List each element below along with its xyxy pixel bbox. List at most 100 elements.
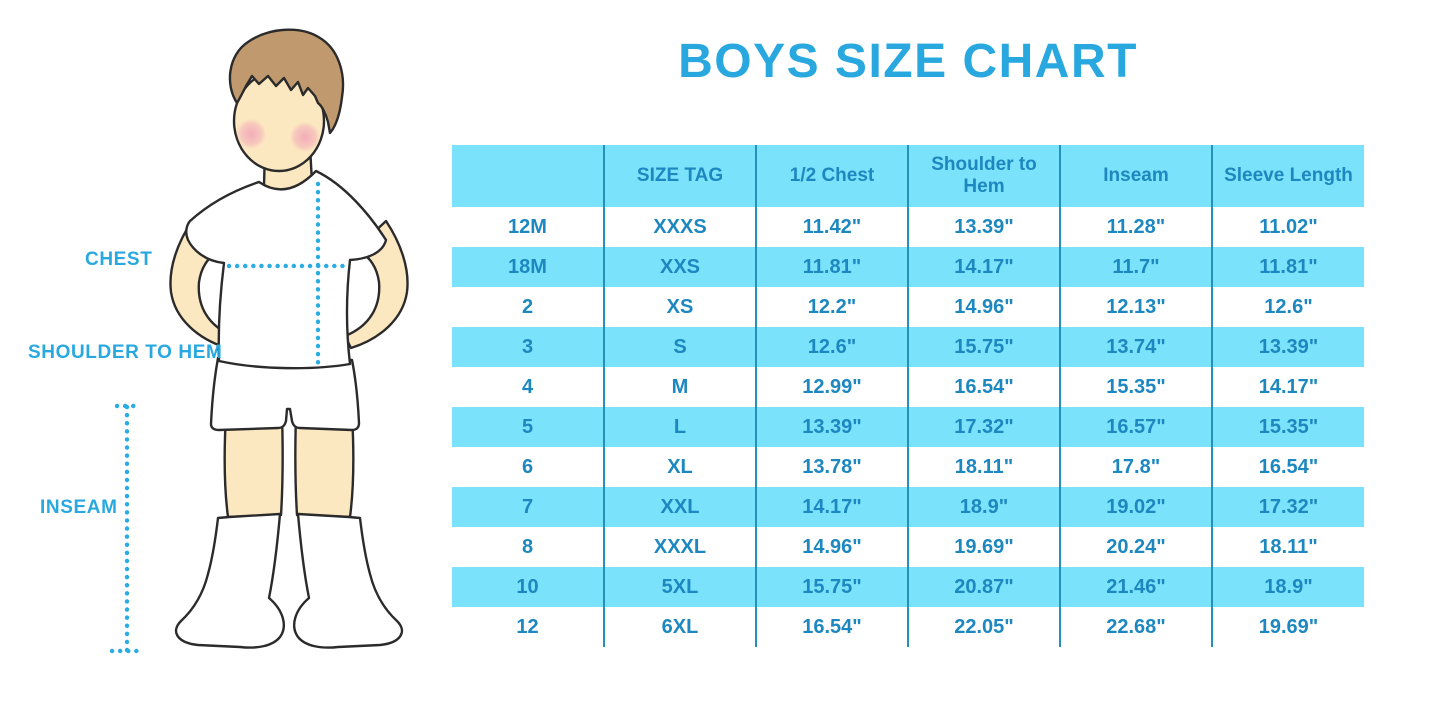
table-cell: XXXL (603, 527, 756, 567)
table-cell: S (603, 327, 756, 367)
table-cell: XXL (603, 487, 756, 527)
table-cell: 10 (452, 567, 604, 607)
table-row: 5 L 13.39" 17.32" 16.57" 15.35" (452, 407, 1364, 447)
table-row: 6 XL 13.78" 18.11" 17.8" 16.54" (452, 447, 1364, 487)
table-cell: 12M (452, 207, 604, 247)
table-cell: 18.11" (907, 447, 1060, 487)
table-cell: 13.39" (907, 207, 1060, 247)
shorts (209, 356, 361, 432)
inseam-label: INSEAM (40, 497, 118, 518)
table-cell: 16.54" (755, 607, 908, 647)
table-cell: M (603, 367, 756, 407)
table-cell: 12.6" (755, 327, 908, 367)
table-cell: 18.9" (907, 487, 1060, 527)
table-cell: XXXS (603, 207, 756, 247)
blush-right (290, 122, 320, 152)
table-cell: 14.17" (755, 487, 908, 527)
sock-right (292, 512, 404, 649)
table-cell: 19.69" (1211, 607, 1364, 647)
table-cell: 22.68" (1059, 607, 1212, 647)
table-cell: 15.75" (907, 327, 1060, 367)
column-header: Shoulder to Hem (907, 145, 1060, 207)
table-cell: 22.05" (907, 607, 1060, 647)
table-cell: 14.96" (755, 527, 908, 567)
table-cell: 14.17" (1211, 367, 1364, 407)
table-cell: 16.54" (907, 367, 1060, 407)
column-header: Inseam (1059, 145, 1212, 207)
table-cell: 12.6" (1211, 287, 1364, 327)
table-cell: 5 (452, 407, 604, 447)
table-row: 8 XXXL 14.96" 19.69" 20.24" 18.11" (452, 527, 1364, 567)
table-cell: 12 (452, 607, 604, 647)
table-cell: 12.13" (1059, 287, 1212, 327)
table-cell: 16.57" (1059, 407, 1212, 447)
figure-area: CHEST SHOULDER TO HEM INSEAM (0, 0, 450, 723)
page-title: BOYS SIZE CHART (678, 35, 1138, 88)
table-cell: 11.7" (1059, 247, 1212, 287)
table-cell: 14.96" (907, 287, 1060, 327)
column-header: SIZE TAG (603, 145, 756, 207)
table-row: 12M XXXS 11.42" 13.39" 11.28" 11.02" (452, 207, 1364, 247)
table-row: 10 5XL 15.75" 20.87" 21.46" 18.9" (452, 567, 1364, 607)
chest-label: CHEST (85, 249, 153, 270)
table-row: 2 XS 12.2" 14.96" 12.13" 12.6" (452, 287, 1364, 327)
size-table: SIZE TAG 1/2 Chest Shoulder to Hem Inseam Sl… (452, 145, 1364, 647)
table-cell: 11.81" (1211, 247, 1364, 287)
table-cell: 20.24" (1059, 527, 1212, 567)
table-cell: 11.28" (1059, 207, 1212, 247)
table-cell: 19.69" (907, 527, 1060, 567)
table-cell: 18M (452, 247, 604, 287)
table-cell: 15.35" (1211, 407, 1364, 447)
table-cell: 13.78" (755, 447, 908, 487)
table-cell: 18.11" (1211, 527, 1364, 567)
table-cell: 11.02" (1211, 207, 1364, 247)
hair (228, 28, 345, 135)
table-row: 7 XXL 14.17" 18.9" 19.02" 17.32" (452, 487, 1364, 527)
table-cell: 15.35" (1059, 367, 1212, 407)
table-cell: 6XL (603, 607, 756, 647)
table-cell: 17.8" (1059, 447, 1212, 487)
table-cell: XS (603, 287, 756, 327)
size-table-wrap: SIZE TAG 1/2 Chest Shoulder to Hem Inseam Sl… (452, 145, 1364, 647)
blush-left (236, 119, 266, 149)
table-cell: 5XL (603, 567, 756, 607)
table-cell: XXS (603, 247, 756, 287)
measurement-guides (109, 181, 350, 654)
table-cell: 12.2" (755, 287, 908, 327)
table-cell: 2 (452, 287, 604, 327)
column-header: 1/2 Chest (755, 145, 908, 207)
table-cell: 19.02" (1059, 487, 1212, 527)
table-cell: 15.75" (755, 567, 908, 607)
table-cell: L (603, 407, 756, 447)
sock-left (175, 512, 285, 649)
table-cell: 11.42" (755, 207, 908, 247)
table-cell: 3 (452, 327, 604, 367)
table-cell: 20.87" (907, 567, 1060, 607)
table-cell: 17.32" (1211, 487, 1364, 527)
table-row: 4 M 12.99" 16.54" 15.35" 14.17" (452, 367, 1364, 407)
t-shirt (185, 169, 388, 370)
table-cell: 13.39" (1211, 327, 1364, 367)
header-row: SIZE TAG 1/2 Chest Shoulder to Hem Inseam Sl… (452, 145, 1364, 207)
table-row: 12 6XL 16.54" 22.05" 22.68" 19.69" (452, 607, 1364, 647)
table-cell: XL (603, 447, 756, 487)
table-cell: 12.99" (755, 367, 908, 407)
table-cell: 8 (452, 527, 604, 567)
column-header: Sleeve Length (1211, 145, 1364, 207)
table-cell: 7 (452, 487, 604, 527)
table-row: 18M XXS 11.81" 14.17" 11.7" 11.81" (452, 247, 1364, 287)
table-cell: 16.54" (1211, 447, 1364, 487)
boy-illustration (109, 28, 409, 654)
table-cell: 21.46" (1059, 567, 1212, 607)
shoulder-to-hem-label: SHOULDER TO HEM (28, 342, 223, 363)
table-cell: 6 (452, 447, 604, 487)
table-cell: 11.81" (755, 247, 908, 287)
table-cell: 4 (452, 367, 604, 407)
table-cell: 17.32" (907, 407, 1060, 447)
table-row: 3 S 12.6" 15.75" 13.74" 13.39" (452, 327, 1364, 367)
column-header (452, 145, 604, 207)
table-cell: 18.9" (1211, 567, 1364, 607)
table-cell: 14.17" (907, 247, 1060, 287)
table-cell: 13.39" (755, 407, 908, 447)
